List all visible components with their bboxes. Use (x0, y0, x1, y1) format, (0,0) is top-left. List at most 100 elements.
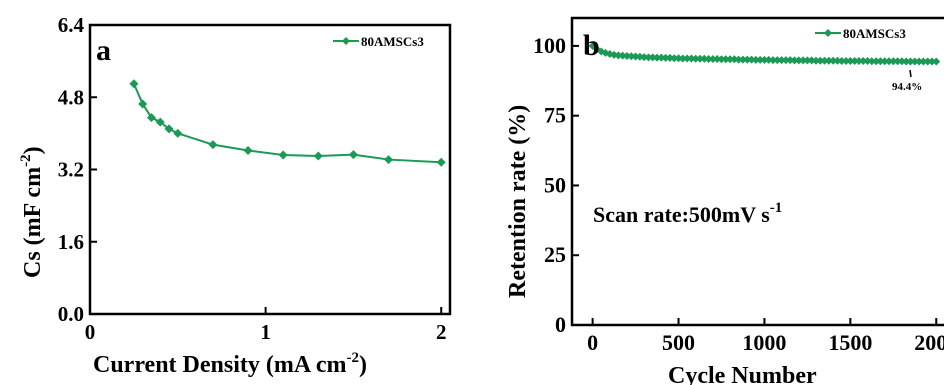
panel-b-data-point (747, 55, 756, 64)
panel-b-data-point (618, 51, 627, 60)
panel-b-data-point (751, 55, 760, 64)
panel-b-y-axis-title: Retention rate (%) (505, 105, 531, 298)
panel-b-data-point (846, 56, 855, 65)
panel-b-y-tick-label: 0 (555, 312, 566, 337)
panel-b-data-point (773, 56, 782, 65)
panel-a-data-point (208, 140, 218, 150)
panel-a-series (129, 79, 446, 167)
panel-a-plot-frame (88, 23, 452, 316)
panel-b-data-point (734, 55, 743, 64)
panel-b-data-point (640, 53, 649, 62)
panel-a-legend-marker (342, 37, 350, 45)
panel-a-y-axis-title-sup: -2 (18, 154, 34, 167)
panel-b-data-point (764, 55, 773, 64)
panel-b-data-point (648, 53, 657, 62)
panel-b-data-point (867, 57, 876, 66)
panel-b-data-point (786, 56, 795, 65)
panel-b-data-point (743, 55, 752, 64)
panel-b-data-point (872, 57, 881, 66)
panel-b-data-point (829, 56, 838, 65)
panel-b-data-point (627, 52, 636, 61)
panel-a-data-point (313, 151, 323, 161)
panel-b-data-point (678, 54, 687, 63)
panel-b-data-point (769, 56, 778, 65)
panel-b-data-point (644, 53, 653, 62)
panel-b-x-tick-label: 1500 (828, 330, 872, 355)
panel-b-data-point (661, 53, 670, 62)
panel-a-legend: 80AMSCs3 (333, 34, 424, 49)
panel-b-data-point (816, 56, 825, 65)
panel-b-data-point (820, 56, 829, 65)
panel-a-series-line (132, 83, 442, 164)
panel-b-scan-rate-annotation: Scan rate:500mV s-1 (593, 200, 782, 227)
panel-a-y-tick-label: 4.8 (58, 85, 84, 109)
panel-b-data-point (876, 57, 885, 66)
panel-a-data-point (146, 113, 156, 123)
panel-b-data-point (803, 56, 812, 65)
panel-b-data-point (850, 56, 859, 65)
panel-a-data-point (138, 99, 148, 109)
panel-a-x-tick-label: 2 (436, 320, 447, 344)
panel-b-data-point (923, 57, 932, 66)
panel-b-data-point (760, 55, 769, 64)
panel-b-data-point (794, 56, 803, 65)
panel-a-x-tick-label: 1 (260, 320, 271, 344)
panel-b-data-point (687, 54, 696, 63)
panel-a-y-tick-label: 6.4 (58, 13, 85, 37)
panel-b-data-point (863, 56, 872, 65)
panel-b-data-point (738, 55, 747, 64)
panel-b-scan-rate-sup: -1 (770, 200, 783, 216)
panel-b-x-axis-title: Cycle Number (668, 363, 817, 385)
panel-a-chart: 0 1 2 0.0 1.6 3.2 4.8 6.4 a 80AMSCs3 Current D… (18, 13, 452, 378)
panel-a-y-ticks: 0.0 1.6 3.2 4.8 6.4 (58, 13, 97, 326)
panel-b-data-point (635, 52, 644, 61)
panel-b-data-point (631, 52, 640, 61)
panel-b-data-point (730, 55, 739, 64)
panel-b-end-value-label: 94.4% (892, 81, 922, 93)
panel-b-x-tick-label: 1000 (742, 330, 786, 355)
panel-b-data-point (777, 56, 786, 65)
panel-b-end-value-pointer (909, 69, 912, 78)
panel-a-data-point (348, 150, 358, 160)
panel-b-data-point (906, 57, 915, 66)
panel-b-data-point (902, 57, 911, 66)
panel-b-plot-frame (570, 16, 944, 327)
panel-b-letter: b (583, 29, 600, 62)
panel-b-data-point (683, 54, 692, 63)
panel-b-data-point (717, 55, 726, 64)
panel-b-data-point (622, 51, 631, 60)
panel-b-data-point (721, 55, 730, 64)
panel-b-data-point (910, 57, 919, 66)
panel-b-y-tick-label: 50 (544, 172, 566, 197)
panel-a-y-tick-label: 1.6 (58, 230, 84, 254)
panel-b-y-tick-label: 75 (544, 103, 566, 128)
panel-b-data-point (932, 57, 941, 66)
panel-a-y-axis-title: Cs (mF cm-2) (18, 146, 46, 278)
panel-b-data-point (842, 56, 851, 65)
panel-a-x-ticks: 0 1 2 (85, 307, 447, 344)
panel-b-data-point (653, 53, 662, 62)
panel-b-end-value-callout: 94.4% (892, 69, 922, 93)
panel-a-x-tick-label: 0 (85, 320, 96, 344)
panel-b-y-tick-label: 100 (533, 33, 566, 58)
panel-a-data-point (129, 79, 139, 89)
panel-b-data-point (704, 55, 713, 64)
panel-b-data-point (726, 55, 735, 64)
panel-b-data-point (915, 57, 924, 66)
panel-a-data-point (384, 155, 394, 165)
panel-b-data-point (854, 56, 863, 65)
panel-b-data-point (837, 56, 846, 65)
panel-b-data-point (927, 57, 936, 66)
panel-a-data-point (173, 128, 183, 138)
panel-a-x-axis-title-sup: -2 (347, 350, 360, 366)
panel-b-data-point (893, 57, 902, 66)
panel-b-scan-rate-text: Scan rate:500mV s (593, 202, 770, 227)
panel-b-y-ticks: 0 25 50 75 100 (533, 33, 579, 337)
panel-b-data-point (859, 56, 868, 65)
panel-a-y-tick-label: 0.0 (58, 302, 84, 326)
panel-b-data-point (614, 51, 623, 60)
